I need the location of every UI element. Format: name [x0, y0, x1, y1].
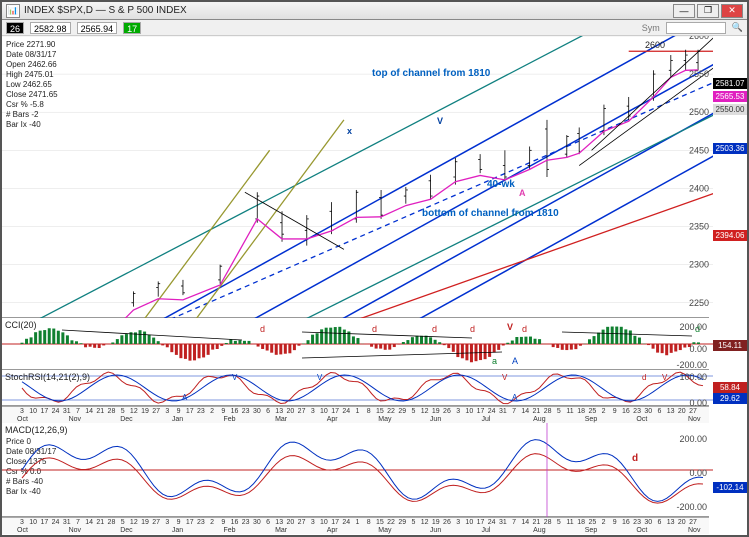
window-title: INDEX $SPX,D — S & P 500 INDEX — [24, 5, 187, 16]
xaxis-1: 3101724317142128512192739172329162330613… — [2, 406, 709, 423]
svg-text:2250: 2250 — [689, 298, 709, 308]
symbol-input[interactable] — [666, 22, 726, 34]
cci-svg: dddddaAVd — [2, 318, 713, 370]
price-box: 2550.00 — [713, 104, 747, 115]
svg-text:V: V — [507, 322, 513, 332]
sym-label: Sym — [642, 23, 660, 33]
svg-text:2550: 2550 — [689, 69, 709, 79]
svg-text:A: A — [512, 393, 518, 402]
svg-text:d: d — [522, 324, 527, 334]
srsi-panel: StochRSI(14,21(2),9) A V V A Vd V — [2, 370, 709, 406]
maximize-button[interactable]: ❐ — [697, 4, 719, 18]
macd-label: MACD(12,26,9) — [5, 425, 68, 435]
xaxis-2: 3101724317142128512192739172329162330613… — [2, 517, 709, 534]
wave-x: x — [347, 126, 352, 136]
minimize-button[interactable]: — — [673, 4, 695, 18]
price-box: 2503.36 — [713, 143, 747, 154]
svg-text:2400: 2400 — [689, 183, 709, 193]
svg-text:2600: 2600 — [689, 36, 709, 41]
srsi-svg: A V V A Vd V — [2, 370, 713, 406]
price-box: 2581.07 — [713, 78, 747, 89]
svg-text:A: A — [512, 356, 518, 366]
svg-text:d: d — [632, 453, 638, 464]
y2600: 2600 — [645, 40, 665, 50]
price-chart-svg: 2250 2300 2350 2400 2450 2500 2550 2600 — [2, 36, 713, 318]
last-price: 2582.98 — [30, 22, 71, 34]
window-titlebar: 📊 INDEX $SPX,D — S & P 500 INDEX — ❐ ✕ — [2, 2, 747, 20]
svg-text:a: a — [492, 356, 497, 366]
svg-text:2350: 2350 — [689, 222, 709, 232]
srsi-v1: 58.84 — [713, 382, 747, 393]
svg-text:d: d — [260, 324, 265, 334]
wave-v: V — [437, 116, 443, 126]
macd-panel: MACD(12,26,9) Price 0Date 08/31/17Close … — [2, 423, 709, 517]
svg-text:A: A — [182, 393, 188, 402]
close-button[interactable]: ✕ — [721, 4, 743, 18]
info-main: Price 2271.90Date 08/31/17Open 2462.66Hi… — [6, 40, 58, 130]
svg-text:2450: 2450 — [689, 145, 709, 155]
prev-price: 2565.94 — [77, 22, 118, 34]
svg-text:d: d — [372, 324, 377, 334]
cci-panel: CCI(20) dddddaAVd — [2, 318, 709, 370]
macd-value: -102.14 — [713, 482, 747, 493]
annot-bot-channel: bottom of channel from 1810 — [422, 208, 559, 219]
svg-text:V: V — [502, 373, 508, 382]
svg-text:V: V — [662, 373, 668, 382]
svg-text:V: V — [317, 373, 323, 382]
svg-text:d: d — [432, 324, 437, 334]
annot-top-channel: top of channel from 1810 — [372, 68, 490, 79]
price-panel: 2600 2250 2300 2350 2400 2450 2500 2550 2600 Pr… — [2, 36, 709, 318]
hist-box[interactable]: 26 — [6, 22, 24, 34]
cci-value: 154.11 — [713, 340, 747, 351]
srsi-label: StochRSI(14,21(2),9) — [5, 372, 90, 382]
svg-text:d: d — [642, 373, 646, 382]
toolbar: 26 2582.98 2565.94 17 Sym 🔍 — [2, 20, 747, 36]
svg-text:V: V — [232, 373, 238, 382]
price-box: 2565.53 — [713, 91, 747, 102]
srsi-v2: 29.62 — [713, 393, 747, 404]
svg-text:d: d — [470, 324, 475, 334]
macd-svg: d — [2, 423, 713, 517]
wave-a: A — [519, 188, 526, 198]
svg-text:2500: 2500 — [689, 107, 709, 117]
svg-text:2300: 2300 — [689, 260, 709, 270]
annot-40wk: 40-wk — [487, 179, 515, 190]
gain-box: 17 — [123, 22, 141, 34]
chart-icon: 📊 — [6, 4, 20, 18]
search-icon[interactable]: 🔍 — [732, 22, 743, 33]
cci-label: CCI(20) — [5, 320, 37, 330]
price-box: 2394.06 — [713, 230, 747, 241]
